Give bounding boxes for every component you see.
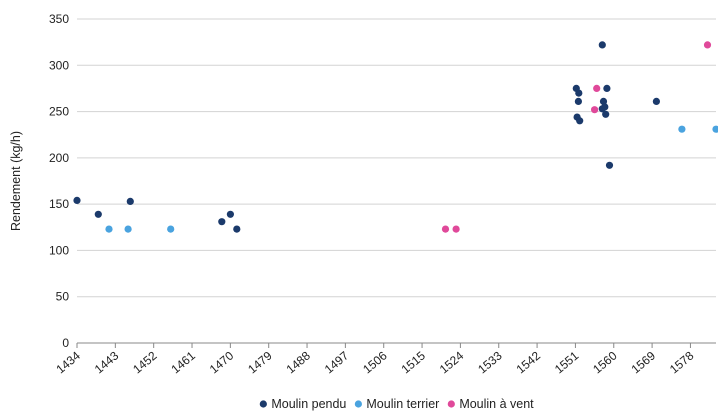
data-point [441,225,450,233]
x-tick-labels: 1434 1443 1452 1461 1470 1479 1488 1497 1506 1515… [53,348,696,376]
data-point [602,110,610,118]
data-point [575,89,583,97]
data-point [712,125,718,133]
x-tick-label: 1533 [475,348,505,376]
x-tick-label: 1551 [552,348,582,376]
data-point [126,197,134,205]
data-point [605,161,614,169]
y-tick-label: 50 [56,290,70,304]
x-tick-label: 1434 [53,348,83,376]
data-point [73,196,81,204]
legend-marker [354,400,362,408]
x-tick-label: 1488 [284,348,314,376]
data-point [105,225,113,233]
x-tick-label: 1560 [590,348,620,376]
legend-label: Moulin à vent [459,397,534,411]
data-point [576,117,584,125]
data-point [603,84,611,92]
data-point [167,225,175,233]
legend-item: Moulin à vent [447,397,534,411]
y-tick-label: 150 [49,197,69,211]
data-point [124,225,132,233]
x-tick-label: 1506 [360,348,390,376]
legend-label: Moulin terrier [366,397,439,411]
x-tick-label: 1443 [92,348,122,376]
series-group [73,41,661,233]
y-axis-title: Rendement (kg/h) [9,131,23,231]
data-point [226,210,234,218]
data-point [703,41,712,49]
data-point [598,41,606,49]
x-tick-label: 1497 [322,348,352,376]
grid-lines [77,18,716,298]
x-tick-label: 1578 [667,348,697,376]
data-point [591,106,599,114]
x-tick-label: 1542 [514,348,544,376]
data-point [593,84,601,92]
data-points [73,41,718,233]
x-tick-label: 1515 [399,348,429,376]
x-tick-label: 1479 [245,348,275,376]
data-point [599,97,608,105]
data-point [678,125,686,133]
x-tick-label: 1452 [130,348,160,376]
legend: Moulin pendu Moulin terrier Moulin à vent [259,397,534,411]
series-group [105,125,718,233]
y-tick-label: 300 [49,58,69,72]
series-group [441,41,712,233]
legend-label: Moulin pendu [271,397,346,411]
data-point [601,103,609,111]
legend-item: Moulin terrier [354,397,439,411]
x-tick-label: 1569 [629,348,659,376]
data-point [452,225,460,233]
axes [76,342,716,348]
data-point [94,210,102,218]
x-tick-label: 1470 [207,348,237,376]
data-point [218,218,226,226]
x-tick-label: 1524 [437,348,467,376]
y-tick-labels: 0 50 100 150 200 250 300 350 [49,12,69,350]
data-point [652,97,661,105]
x-tick-label: 1461 [168,348,198,376]
y-tick-label: 250 [49,105,69,119]
legend-marker [447,400,455,408]
legend-item: Moulin pendu [259,397,346,411]
y-tick-label: 100 [49,243,69,257]
y-tick-label: 0 [62,336,69,350]
y-tick-label: 350 [49,12,69,26]
data-point [233,225,241,233]
y-tick-label: 200 [49,151,69,165]
data-point [574,97,583,105]
legend-marker [259,400,267,408]
